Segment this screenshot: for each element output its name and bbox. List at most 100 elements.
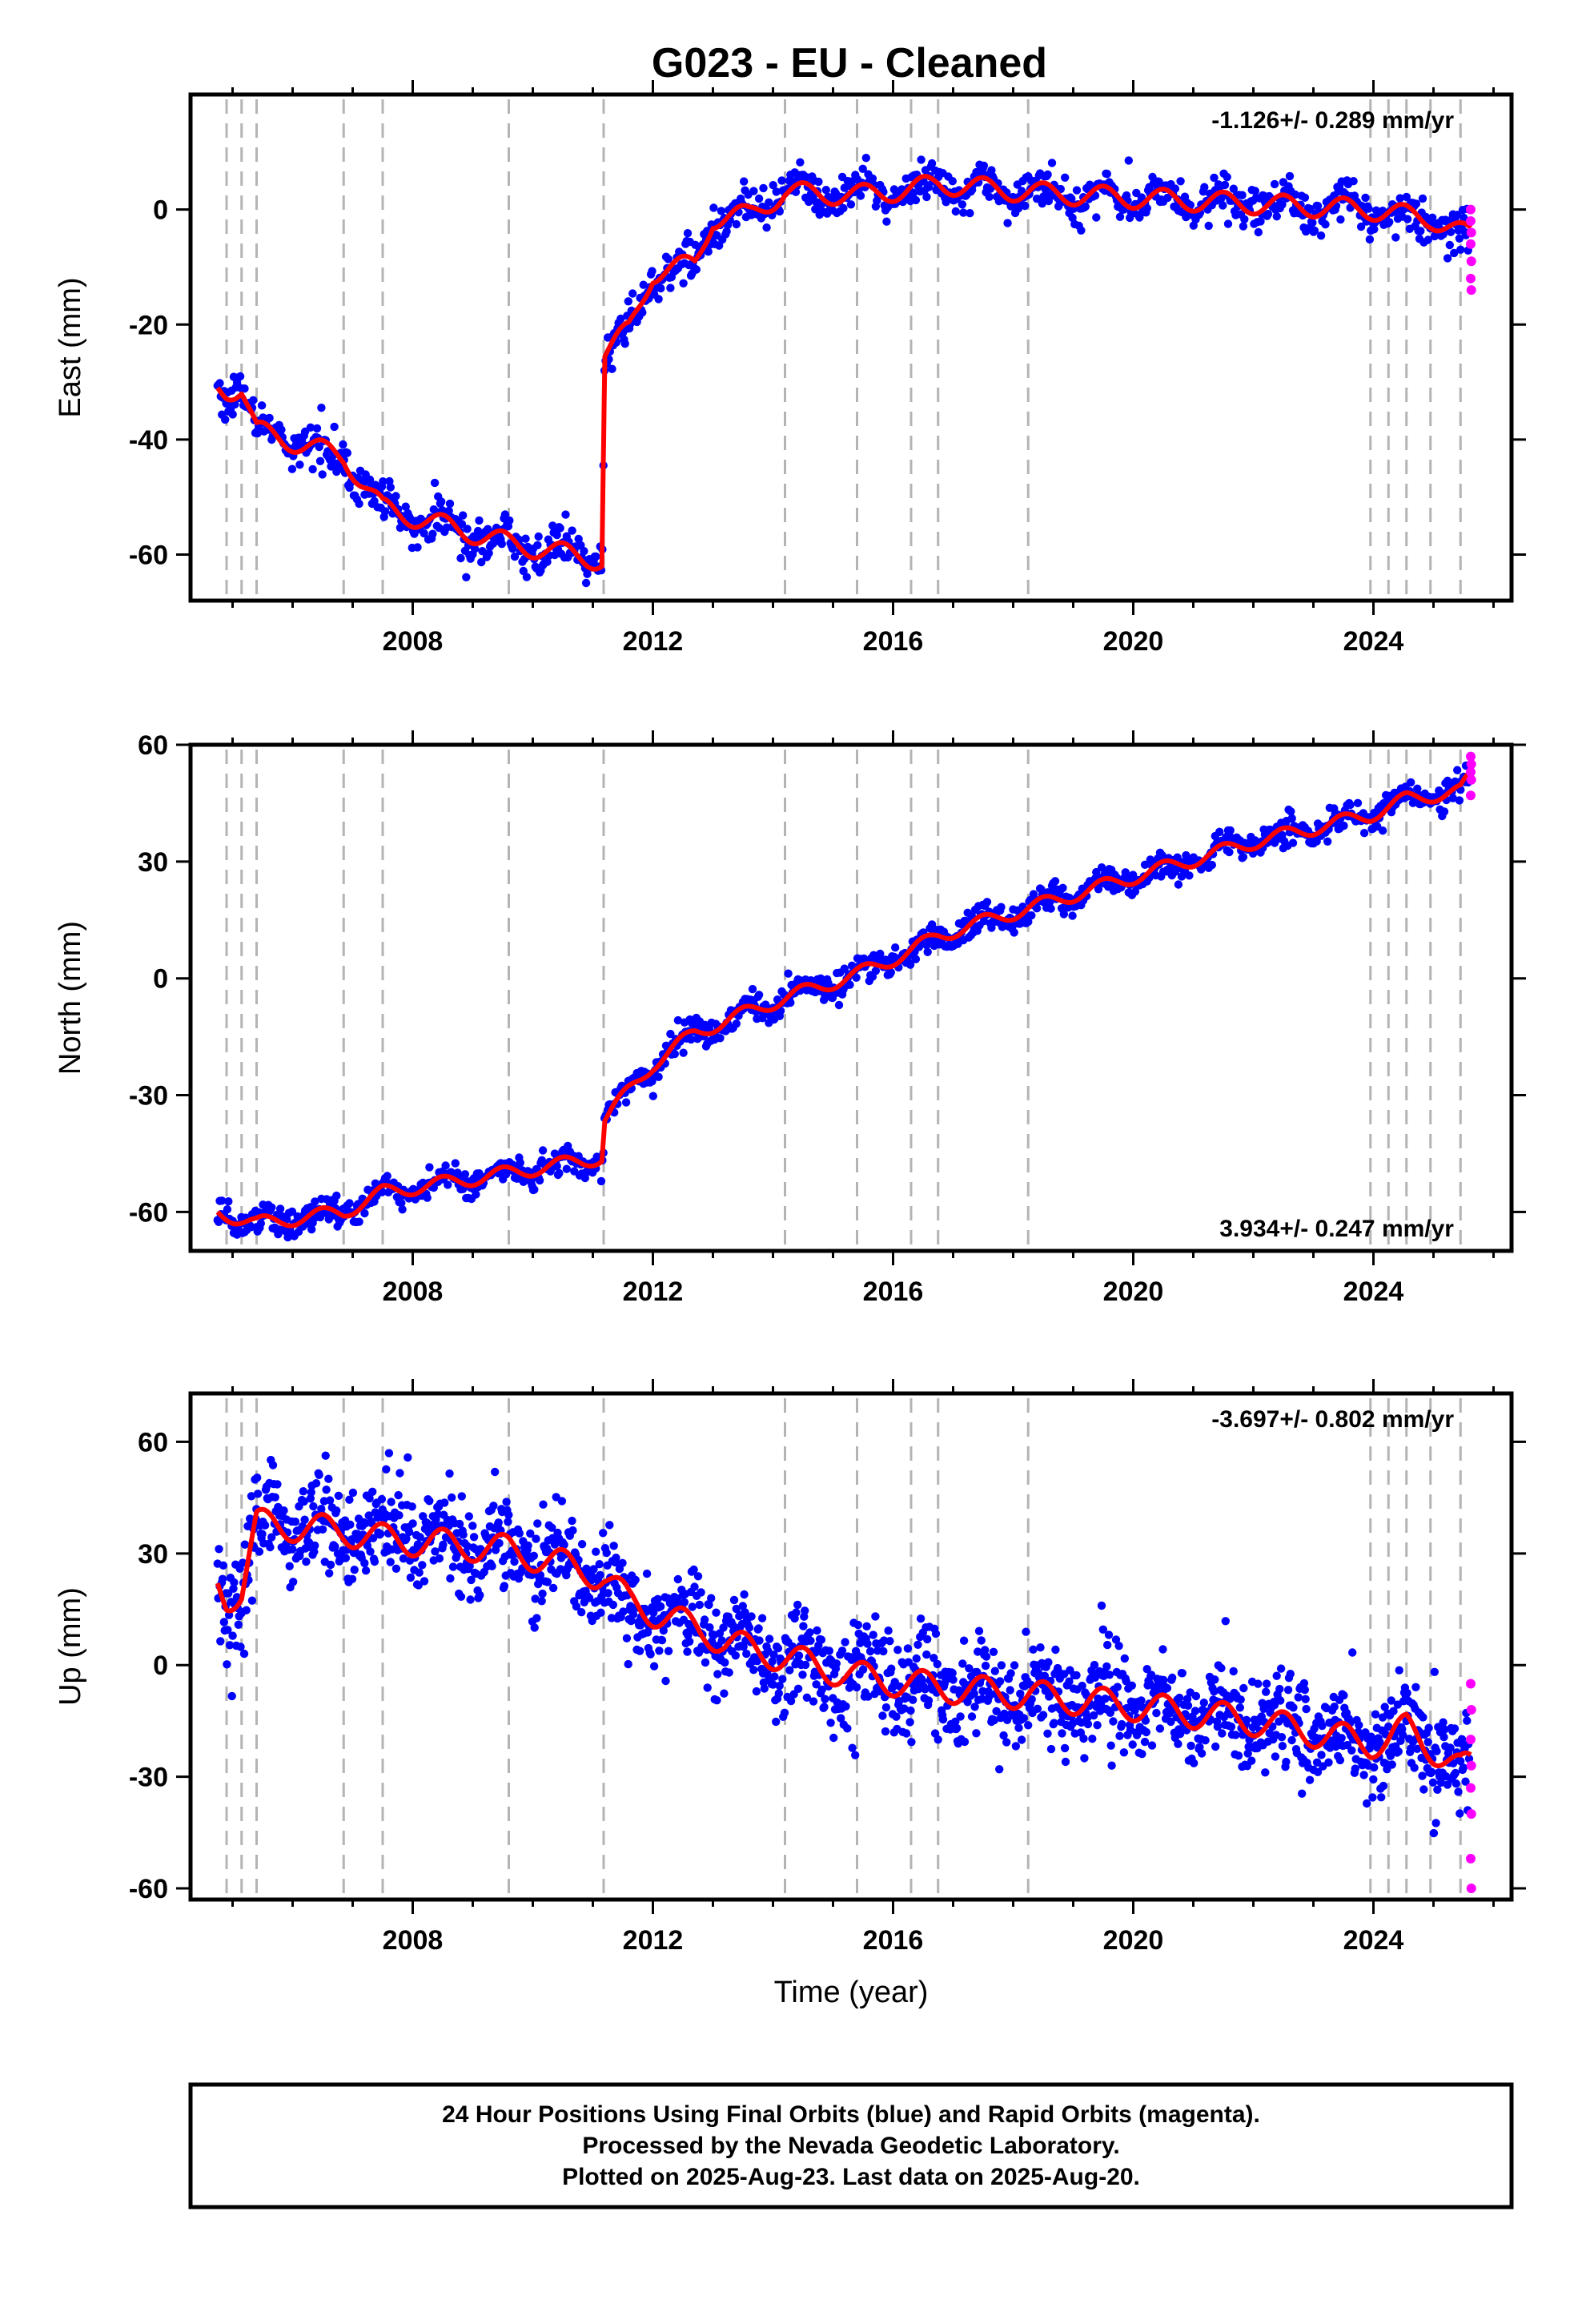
north-ytick-label: -60 [129,1197,168,1228]
up-point [468,1522,477,1530]
east-point [580,547,588,556]
up-point [1088,1735,1097,1743]
north-point [1226,826,1235,835]
up-point [721,1658,729,1667]
up-point [1377,1793,1386,1802]
up-point [1243,1749,1252,1758]
east-point [534,532,543,541]
east-point [306,423,315,432]
up-point [732,1604,741,1614]
up-point [1427,1767,1436,1776]
up-point [1262,1687,1271,1696]
north-point [748,984,757,994]
up-point [893,1646,902,1655]
north-ylabel: North (mm) [54,921,87,1075]
up-point [772,1717,781,1727]
north-ytick-label: 0 [153,964,168,995]
north-point [670,1049,679,1059]
up-point [382,1465,391,1474]
up-point [688,1602,697,1611]
up-rapid-point-1 [1466,1705,1476,1715]
east-point [1124,156,1134,165]
up-point [368,1487,377,1497]
up-rapid-point-7 [1466,1884,1476,1894]
east-point [574,534,583,544]
up-point [909,1695,917,1704]
up-point [780,1708,789,1717]
east-rate-label: -1.126+/- 0.289 mm/yr [1211,107,1454,134]
up-point [1265,1729,1274,1738]
east-point [1041,185,1050,194]
up-point [924,1696,934,1705]
up-ytick-label: -30 [129,1763,168,1793]
up-point [1418,1771,1427,1780]
north-rate-label: 3.934+/- 0.247 mm/yr [1219,1216,1454,1242]
up-point [537,1597,546,1606]
north-point [982,898,992,907]
up-point [560,1540,568,1550]
up-point [1424,1723,1433,1732]
north-ytick-label: 30 [138,847,168,878]
north-point [886,968,896,977]
up-point [1217,1663,1226,1673]
chart-title: G023 - EU - Cleaned [652,40,1047,86]
up-point [448,1562,458,1571]
up-point [1287,1735,1296,1745]
up-point [646,1650,655,1659]
up-point [760,1684,769,1693]
east-point [581,578,591,588]
up-point [801,1660,810,1670]
east-point [1072,186,1082,195]
up-point [1363,1799,1371,1808]
east-rapid-point-3 [1466,239,1476,249]
north-point [451,1159,460,1168]
east-point [1453,211,1462,219]
up-point [1324,1758,1333,1767]
up-point [738,1602,747,1610]
north-xtick-label: 2024 [1343,1277,1404,1307]
up-point [1183,1701,1193,1710]
up-point [852,1683,861,1692]
up-point [1359,1771,1368,1779]
east-point [583,569,592,578]
up-point [1022,1627,1030,1636]
east-rapid-point-4 [1466,256,1476,267]
up-point [1440,1725,1449,1734]
north-point [425,1163,434,1172]
up-point [1010,1661,1019,1670]
up-point [596,1570,604,1580]
up-point [1236,1695,1245,1704]
up-point [916,1614,926,1623]
north-point [1287,807,1295,816]
east-point [484,525,492,533]
east-point [924,183,934,191]
north-point [1092,867,1101,877]
up-point [1229,1667,1238,1676]
up-point [384,1449,394,1458]
up-point [331,1542,339,1551]
up-point [805,1628,814,1637]
up-point [1261,1768,1270,1777]
up-point [1106,1741,1115,1750]
up-point [1335,1755,1345,1765]
up-rapid-point-4 [1466,1783,1476,1793]
up-point [394,1490,403,1500]
east-point [1142,203,1152,213]
up-point [491,1467,500,1477]
up-point [1439,1732,1448,1742]
east-point [386,483,395,492]
east-point [339,440,347,449]
east-point [959,208,968,217]
up-point [368,1534,378,1542]
up-point [595,1560,604,1569]
up-point [1000,1709,1009,1719]
up-point [1254,1679,1263,1688]
up-point [717,1636,726,1645]
east-model-curve [215,174,1473,572]
east-point [215,379,224,388]
north-rapid-point-2 [1466,767,1476,778]
up-point [311,1479,321,1488]
footer-line-2: Processed by the Nevada Geodetic Laborat… [582,2133,1119,2159]
up-point [1061,1757,1070,1767]
north-point [1453,766,1462,774]
